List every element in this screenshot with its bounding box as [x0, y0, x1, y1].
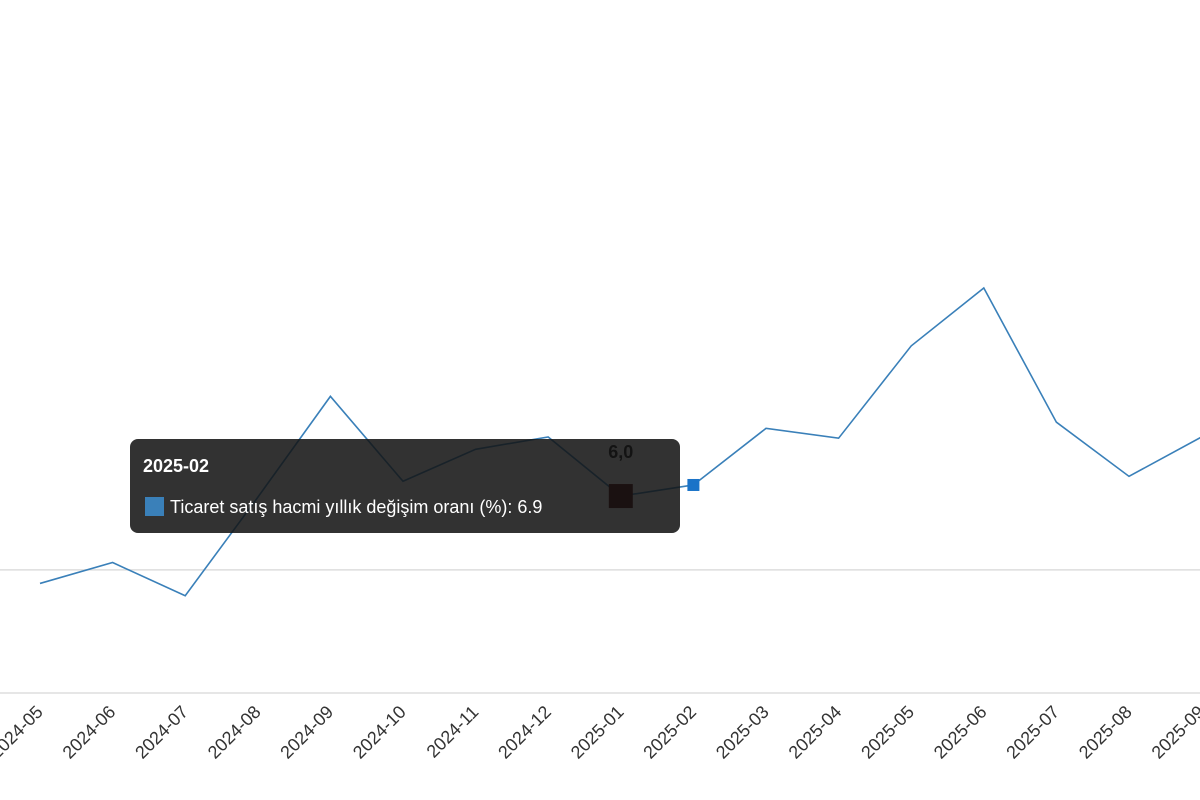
active-marker — [687, 478, 700, 491]
tooltip: 2025-02 Ticaret satış hacmi yıllık değişi… — [130, 439, 680, 533]
x-tick-label: 2024-05 — [0, 702, 47, 763]
x-tick-label: 2024-06 — [59, 702, 120, 763]
tooltip-title: 2025-02 — [143, 456, 209, 476]
x-tick-label: 2024-10 — [349, 702, 410, 763]
x-tick-label: 2025-04 — [785, 702, 846, 763]
tooltip-swatch — [145, 497, 164, 516]
x-tick-label: 2024-09 — [276, 702, 337, 763]
tooltip-box — [130, 439, 680, 533]
x-tick-label: 2025-05 — [857, 702, 918, 763]
x-tick-label: 2024-12 — [494, 702, 555, 763]
x-tick-label: 2025-06 — [930, 702, 991, 763]
x-tick-label: 2025-03 — [712, 702, 773, 763]
x-tick-label: 2024-07 — [131, 702, 192, 763]
x-tick-label: 2025-07 — [1002, 702, 1063, 763]
x-tick-label: 2025-01 — [567, 702, 628, 763]
x-tick-label: 2025-09 — [1148, 702, 1200, 763]
x-tick-label: 2024-08 — [204, 702, 265, 763]
x-tick-label: 2025-08 — [1075, 702, 1136, 763]
x-tick-label: 2025-02 — [639, 702, 700, 763]
tooltip-label: Ticaret satış hacmi yıllık değişim oranı… — [170, 497, 542, 517]
x-tick-label: 2024-11 — [423, 702, 483, 762]
